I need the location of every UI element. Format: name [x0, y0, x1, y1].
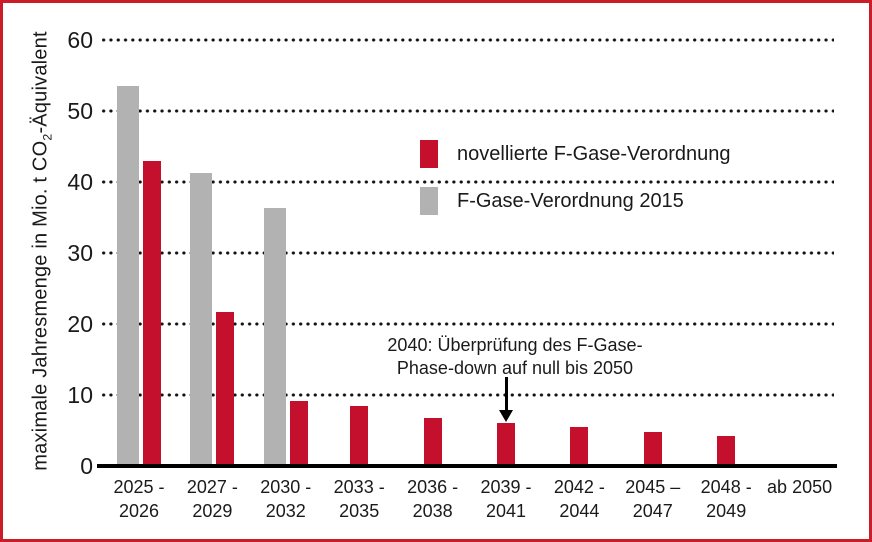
y-tick-0: 0 [80, 453, 93, 479]
bar-series0-2042 - 2044 [570, 426, 589, 466]
x-label-2033 - 2035: 2033 -2035 [333, 477, 385, 521]
bar-series0-2036 - 2038 [423, 417, 442, 466]
gridline-40 [100, 180, 834, 184]
plot-area [100, 38, 836, 466]
bar-group-2045 – 2047 [608, 40, 698, 466]
legend: novellierte F-Gase-Verordnung F-Gase-Ver… [420, 140, 730, 215]
gridline-30 [100, 251, 834, 255]
x-label-2045 – 2047: 2045 –2047 [625, 477, 681, 521]
bar-series1-2027 - 2029 [190, 173, 213, 466]
y-tick-30: 30 [67, 240, 93, 266]
bar-series1-2025 - 2026 [117, 86, 139, 466]
bar-group-2036 - 2038 [388, 40, 478, 466]
legend-label-new-regulation: novellierte F-Gase-Verordnung [457, 142, 731, 165]
x-label-2036 - 2038: 2036 -2038 [407, 477, 459, 521]
bar-series0-2048 - 2049 [717, 436, 736, 466]
legend-entry-2015-regulation: F-Gase-Verordnung 2015 [420, 187, 730, 215]
legend-label-2015-regulation: F-Gase-Verordnung 2015 [457, 189, 684, 212]
bar-group-2039 - 2041 [461, 40, 551, 466]
annotation-line-1: 2040: Überprüfung des F-Gase- [387, 335, 643, 355]
gridline-10 [100, 393, 834, 397]
annotation-arrow-head-icon [499, 410, 513, 422]
bar-group-2027 - 2029 [167, 40, 257, 466]
x-axis-line [97, 464, 837, 468]
y-axis-ticks: 0 10 20 30 40 50 60 [40, 27, 93, 479]
x-label-2039 - 2041: 2039 -2041 [480, 477, 532, 521]
y-tick-60: 60 [67, 27, 93, 53]
annotation-line-2: Phase-down auf null bis 2050 [396, 358, 634, 378]
annotation-text: 2040: Überprüfung des F-Gase- Phase-down… [367, 334, 663, 380]
legend-swatch-gray [420, 187, 438, 215]
bar-series0-2033 - 2035 [350, 406, 369, 466]
y-tick-10: 10 [67, 382, 93, 408]
y-tick-50: 50 [67, 98, 93, 124]
bar-group-2025 - 2026 [94, 40, 184, 466]
bar-series0-2025 - 2026 [143, 161, 161, 466]
bar-series1-2030 - 2032 [263, 208, 286, 466]
bar-group-ab 2050 [755, 40, 845, 466]
gridline-50 [100, 109, 834, 113]
bar-series0-2030 - 2032 [289, 401, 308, 466]
bar-series0-2045 – 2047 [643, 431, 662, 466]
x-label-2042 - 2044: 2042 -2044 [553, 477, 605, 521]
bar-group-2048 - 2049 [681, 40, 771, 466]
gridline-60 [100, 38, 834, 42]
gridline-20 [100, 322, 834, 326]
bar-series0-2027 - 2029 [216, 311, 235, 466]
x-label-2025 - 2026: 2025 -2026 [113, 477, 165, 521]
y-tick-40: 40 [67, 169, 93, 195]
x-label-2048 - 2049: 2048 -2049 [700, 477, 752, 521]
x-label-2027 - 2029: 2027 -2029 [186, 477, 238, 521]
y-tick-20: 20 [67, 311, 93, 337]
x-label-2030 - 2032: 2030 -2032 [260, 477, 312, 521]
annotation-arrow-shaft [504, 377, 508, 411]
bar-group-2033 - 2035 [314, 40, 404, 466]
bar-group-2042 - 2044 [534, 40, 624, 466]
x-label-ab 2050: ab 2050 [767, 477, 833, 497]
bar-series0-2039 - 2041 [497, 422, 515, 466]
x-axis-labels: 2025 -2026 2027 -2029 2030 -2032 2033 -2035… [100, 475, 836, 527]
legend-swatch-red [420, 140, 438, 168]
legend-entry-new-regulation: novellierte F-Gase-Verordnung [420, 140, 730, 168]
bar-group-2030 - 2032 [241, 40, 331, 466]
